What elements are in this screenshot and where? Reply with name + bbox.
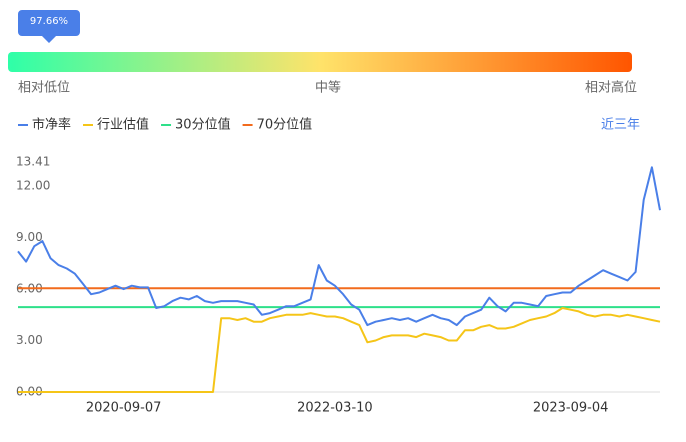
legend-label: 行业估值: [97, 117, 149, 133]
legend-label: 30分位值: [175, 117, 231, 133]
y-tick-label: 9.00: [16, 230, 43, 244]
series-line: [18, 307, 661, 393]
y-tick-label: 12.00: [16, 179, 50, 193]
x-tick-label: 2023-09-04: [533, 401, 609, 416]
gauge-tooltip: [18, 10, 80, 43]
y-tick-label: 3.00: [16, 333, 43, 347]
legend-label: 70分位值: [257, 117, 313, 133]
gauge-label: 相对低位: [18, 81, 70, 96]
legend-label: 市净率: [32, 117, 71, 133]
gauge-value: 97.66%: [30, 16, 68, 27]
gauge-bar: [8, 52, 632, 72]
x-tick-label: 2022-03-10: [297, 401, 373, 416]
gauge-label: 相对高位: [585, 80, 637, 96]
series-line: [17, 166, 661, 327]
y-tick-label: 13.41: [16, 155, 50, 169]
range-button[interactable]: 近三年: [601, 118, 640, 133]
gauge-label: 中等: [315, 80, 341, 96]
x-tick-label: 2020-09-07: [86, 401, 162, 416]
